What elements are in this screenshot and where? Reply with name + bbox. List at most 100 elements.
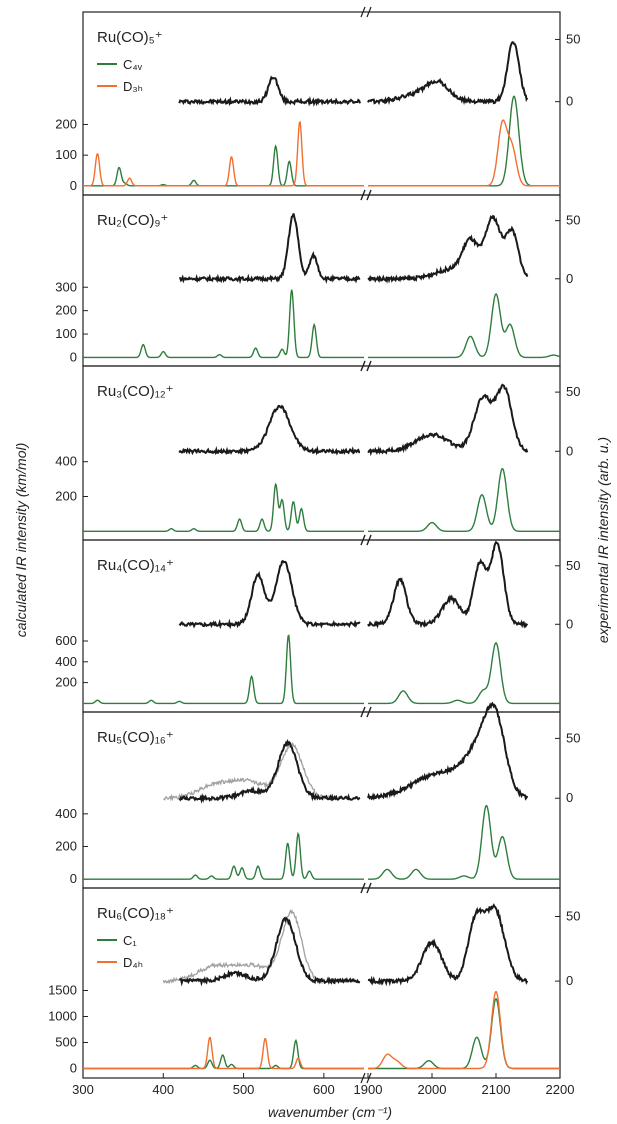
exp-series-1-low xyxy=(178,559,361,630)
left-tick-label: 100 xyxy=(55,147,77,162)
calc-series-1-high xyxy=(368,642,560,705)
right-tick-label: 0 xyxy=(566,973,573,988)
calc-series-1-low xyxy=(83,831,364,880)
right-tick-label: 50 xyxy=(566,730,580,745)
left-tick-label: 400 xyxy=(55,454,77,469)
panel-2: Ru₂(CO)₉⁺ 0 100 200 300 0 50 xyxy=(55,189,580,372)
exp-series-1-low xyxy=(178,75,361,107)
left-tick-label: 200 xyxy=(55,303,77,318)
calc-series-2-high xyxy=(368,119,560,187)
left-tick-label: 400 xyxy=(55,806,77,821)
exp-series-1-high xyxy=(367,383,529,457)
calc-series-1-high xyxy=(368,998,560,1070)
left-tick-label: 400 xyxy=(55,654,77,669)
right-tick-label: 0 xyxy=(566,271,573,286)
left-tick-label: 1500 xyxy=(48,983,77,998)
axis-break-mark xyxy=(360,706,366,718)
left-tick-label: 300 xyxy=(55,279,77,294)
exp-series-2-high xyxy=(367,701,529,801)
panel-5: Ru₅(CO)₁₆⁺ 0 200 400 0 50 xyxy=(55,701,580,894)
calc-series-1-low xyxy=(83,634,364,705)
axis-break-mark xyxy=(366,882,372,894)
exp-series-2-high xyxy=(367,903,529,987)
exp-series-1-low xyxy=(162,909,332,985)
right-tick-label: 50 xyxy=(566,213,580,228)
exp-series-1-high xyxy=(367,540,529,629)
panel-1: Ru(CO)₅⁺ 0 100 200 0 50 C₄ᵥ D₃ₕ xyxy=(55,6,580,201)
calc-series-1-high xyxy=(368,804,560,880)
panels-group: Ru(CO)₅⁺0100200050C₄ᵥD₃ₕRu₂(CO)₉⁺0100200… xyxy=(48,6,580,1097)
right-tick-label: 50 xyxy=(566,31,580,46)
left-tick-label: 0 xyxy=(70,178,77,193)
calc-series-1-low xyxy=(83,144,364,187)
calc-series-1-high xyxy=(368,95,560,187)
panel-title: Ru(CO)₅⁺ xyxy=(97,29,163,46)
exp-series-1-low xyxy=(178,213,361,285)
axis-break-mark xyxy=(366,189,372,201)
calc-series-1-low xyxy=(83,482,364,532)
axis-break-mark xyxy=(366,1072,372,1084)
x-tick-label: 400 xyxy=(152,1082,174,1097)
left-axis-title: calculated IR intensity (km/mol) xyxy=(13,443,29,638)
left-tick-label: 0 xyxy=(70,871,77,886)
x-axis-title: wavenumber (cm⁻¹) xyxy=(268,1104,392,1120)
panel-title: Ru₂(CO)₉⁺ xyxy=(97,212,168,229)
legend-label: D₄ₕ xyxy=(123,955,143,970)
panel-frame xyxy=(82,887,561,1079)
right-tick-label: 0 xyxy=(566,94,573,109)
exp-series-1-low xyxy=(178,404,361,456)
x-tick-label: 2000 xyxy=(418,1082,447,1097)
right-axis-title: experimental IR intensity (arb. u.) xyxy=(595,437,611,643)
right-tick-label: 50 xyxy=(566,558,580,573)
legend-label: C₄ᵥ xyxy=(123,57,143,72)
panel-title: Ru₆(CO)₁₈⁺ xyxy=(97,905,174,922)
exp-series-1-high xyxy=(367,40,529,106)
left-tick-label: 0 xyxy=(70,349,77,364)
exp-series-1-low xyxy=(163,741,332,802)
left-tick-label: 200 xyxy=(55,839,77,854)
axis-break-mark xyxy=(366,360,372,372)
calc-series-1-low xyxy=(83,1038,364,1070)
panel-title: Ru₅(CO)₁₆⁺ xyxy=(97,729,174,746)
panel-3: Ru₃(CO)₁₂⁺ 200 400 0 50 xyxy=(55,360,580,546)
exp-series-2-low xyxy=(179,916,361,987)
right-tick-label: 50 xyxy=(566,384,580,399)
exp-series-1-high xyxy=(367,214,529,284)
legend-label: D₃ₕ xyxy=(123,79,143,94)
x-tick-label: 2200 xyxy=(546,1082,575,1097)
right-tick-label: 0 xyxy=(566,790,573,805)
panel-6: Ru₆(CO)₁₈⁺ 0 500 1000 1500 0 50 C₁ D₄ₕ 300 400 500 6… xyxy=(48,882,580,1097)
axis-break-mark xyxy=(366,6,372,18)
left-tick-label: 500 xyxy=(55,1035,77,1050)
exp-series-2-low xyxy=(178,738,361,804)
axis-break-mark xyxy=(360,534,366,546)
calc-series-1-high xyxy=(368,293,561,359)
x-tick-label: 1900 xyxy=(354,1082,383,1097)
axis-break-mark xyxy=(360,882,366,894)
axis-break-mark xyxy=(360,1072,366,1084)
axis-break-mark xyxy=(360,6,366,18)
calc-series-2-high xyxy=(368,990,560,1070)
x-tick-label: 600 xyxy=(313,1082,335,1097)
calc-series-1-high xyxy=(368,467,560,532)
axis-break-mark xyxy=(360,189,366,201)
x-tick-label: 2100 xyxy=(482,1082,511,1097)
left-tick-label: 200 xyxy=(55,489,77,504)
right-tick-label: 0 xyxy=(566,616,573,631)
axis-break-mark xyxy=(366,534,372,546)
left-tick-label: 100 xyxy=(55,326,77,341)
calc-series-1-low xyxy=(83,289,364,359)
panel-4: Ru₄(CO)₁₄⁺ 200 400 600 0 50 xyxy=(55,534,580,718)
left-tick-label: 0 xyxy=(70,1061,77,1076)
panel-title: Ru₄(CO)₁₄⁺ xyxy=(97,557,174,574)
right-tick-label: 0 xyxy=(566,443,573,458)
right-tick-label: 50 xyxy=(566,909,580,924)
panel-title: Ru₃(CO)₁₂⁺ xyxy=(97,383,174,400)
x-tick-label: 300 xyxy=(72,1082,94,1097)
axis-break-mark xyxy=(366,706,372,718)
calc-series-2-low xyxy=(83,1036,364,1070)
left-tick-label: 1000 xyxy=(48,1009,77,1024)
legend-label: C₁ xyxy=(123,933,137,948)
axis-break-mark xyxy=(360,360,366,372)
left-tick-label: 600 xyxy=(55,633,77,648)
